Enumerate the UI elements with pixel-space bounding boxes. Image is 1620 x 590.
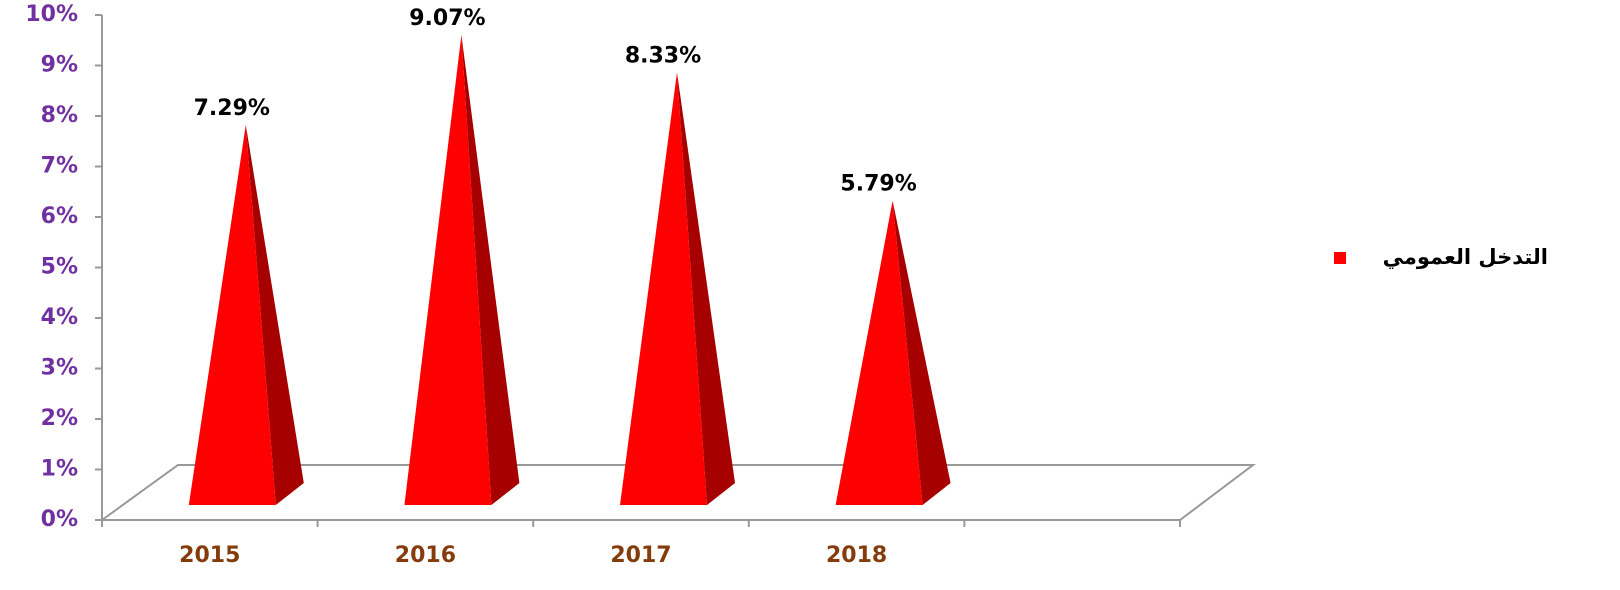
data-label: 7.29%: [194, 96, 270, 121]
y-tick-label: 3%: [41, 356, 78, 381]
y-tick-label: 0%: [41, 507, 78, 532]
pyramid-front: [620, 72, 707, 506]
x-tick-label: 2016: [395, 543, 456, 568]
pyramid-front: [404, 34, 492, 506]
x-tick-label: 2018: [826, 543, 887, 568]
y-tick-label: 4%: [41, 305, 78, 330]
x-tick-label: 2015: [179, 543, 240, 568]
data-label: 9.07%: [409, 6, 485, 31]
y-tick-label: 7%: [41, 154, 78, 179]
y-tick-label: 6%: [41, 204, 78, 229]
x-tick-label: 2017: [610, 543, 671, 568]
pyramid-side: [461, 34, 520, 506]
y-tick-label: 8%: [41, 103, 78, 128]
y-tick-label: 2%: [41, 406, 78, 431]
legend-label: التدخل العمومي: [1383, 245, 1548, 269]
y-tick-label: 1%: [41, 457, 78, 482]
data-label: 8.33%: [625, 43, 701, 68]
pyramid-side: [245, 124, 304, 505]
y-tick-label: 9%: [41, 53, 78, 78]
pyramid-side: [892, 200, 951, 506]
data-label: 5.79%: [840, 172, 916, 197]
pyramid-front: [835, 200, 923, 506]
y-tick-label: 5%: [41, 255, 78, 280]
pyramid-front: [188, 124, 276, 505]
pyramid-side: [677, 72, 735, 506]
legend-swatch: [1334, 252, 1346, 264]
y-tick-label: 10%: [25, 2, 78, 27]
